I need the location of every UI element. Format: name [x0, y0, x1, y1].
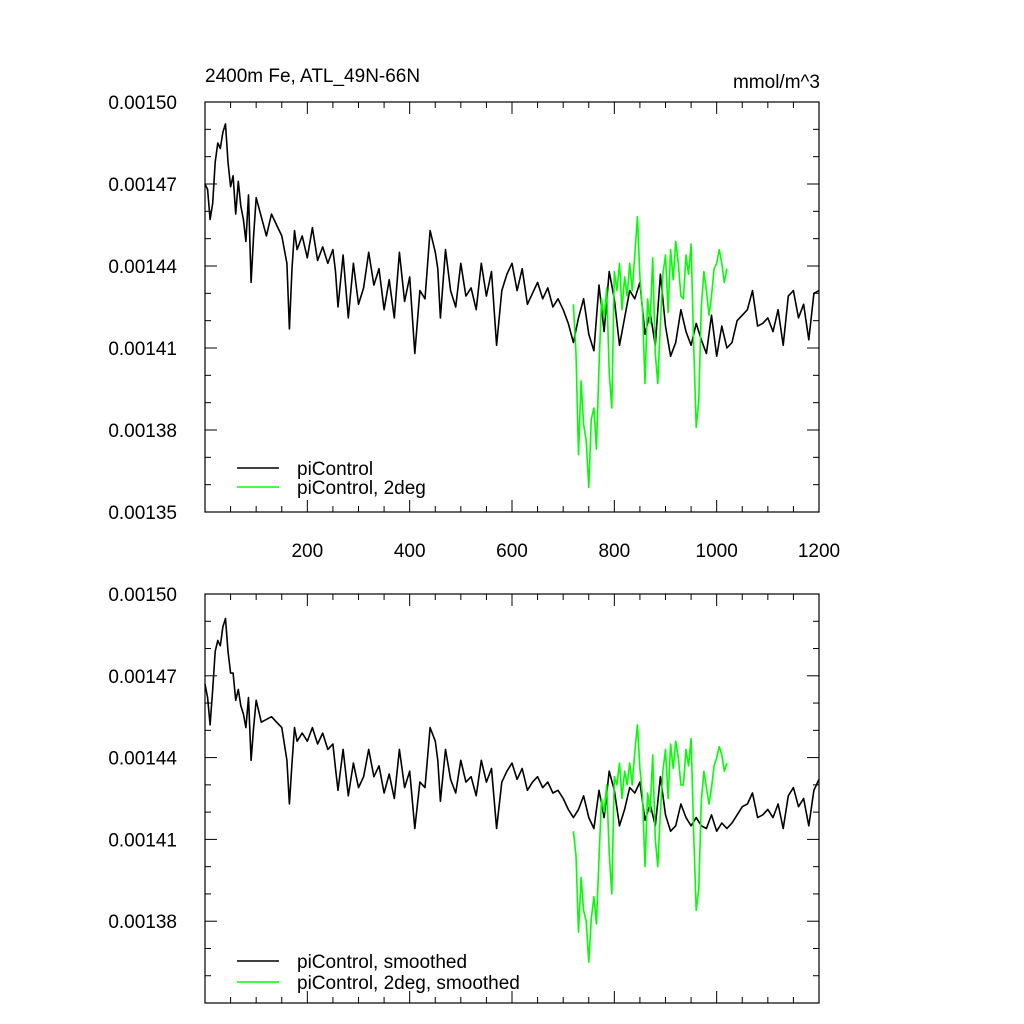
x-tick-label: 200 — [291, 541, 323, 562]
legend-label: piControl, 2deg — [297, 478, 426, 499]
y-tick-label: 0.00138 — [108, 912, 177, 933]
x-tick-label: 1200 — [798, 541, 840, 562]
y-tick-label: 0.00138 — [108, 421, 177, 442]
legend-label: piControl, 2deg, smoothed — [297, 973, 520, 994]
series-line-green — [572, 724, 728, 963]
plot-frame — [204, 593, 820, 1004]
x-tick-labels: 200 400 600 800 1000 1200 — [291, 541, 840, 562]
y-tick-label: 0.00147 — [108, 175, 177, 196]
x-tick-label: 600 — [496, 541, 528, 562]
legend-label: piControl — [297, 459, 373, 480]
plot-frame — [204, 101, 820, 513]
bottom-plot-panel: 0.00138 0.00141 0.00144 0.00147 0.00150 piCon… — [108, 585, 820, 1004]
y-tick-label: 0.00135 — [108, 503, 177, 524]
series-line-green — [572, 216, 728, 489]
plot1-title: 2400m Fe, ATL_49N-66N — [205, 66, 420, 87]
x-tick-label: 800 — [598, 541, 630, 562]
y-tick-labels: 0.00135 0.00138 0.00141 0.00144 0.00147 0.001… — [108, 93, 177, 524]
series-line-black — [204, 123, 820, 358]
plot1-units: mmol/m^3 — [733, 72, 820, 93]
top-plot-panel: 0.00135 0.00138 0.00141 0.00144 0.00147 0.001… — [108, 93, 840, 562]
x-tick-label: 400 — [394, 541, 426, 562]
y-tick-label: 0.00147 — [108, 667, 177, 688]
y-tick-label: 0.00141 — [108, 830, 177, 851]
y-tick-label: 0.00150 — [108, 93, 177, 114]
y-tick-label: 0.00141 — [108, 339, 177, 360]
y-tick-label: 0.00150 — [108, 585, 177, 606]
y-tick-labels: 0.00138 0.00141 0.00144 0.00147 0.00150 — [108, 585, 177, 933]
y-tick-label: 0.00144 — [108, 749, 177, 770]
legend-label: piControl, smoothed — [297, 952, 467, 973]
tick-marks — [205, 101, 819, 513]
x-tick-label: 1000 — [696, 541, 738, 562]
series-line-black — [204, 617, 820, 833]
y-tick-label: 0.00144 — [108, 257, 177, 278]
